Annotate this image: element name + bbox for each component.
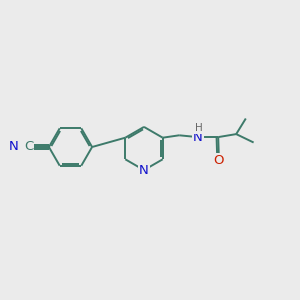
- Text: O: O: [214, 154, 224, 167]
- Text: H: H: [194, 123, 202, 133]
- Text: C: C: [24, 140, 33, 154]
- Text: N: N: [193, 130, 203, 144]
- Text: N: N: [139, 164, 149, 177]
- Text: N: N: [9, 140, 19, 154]
